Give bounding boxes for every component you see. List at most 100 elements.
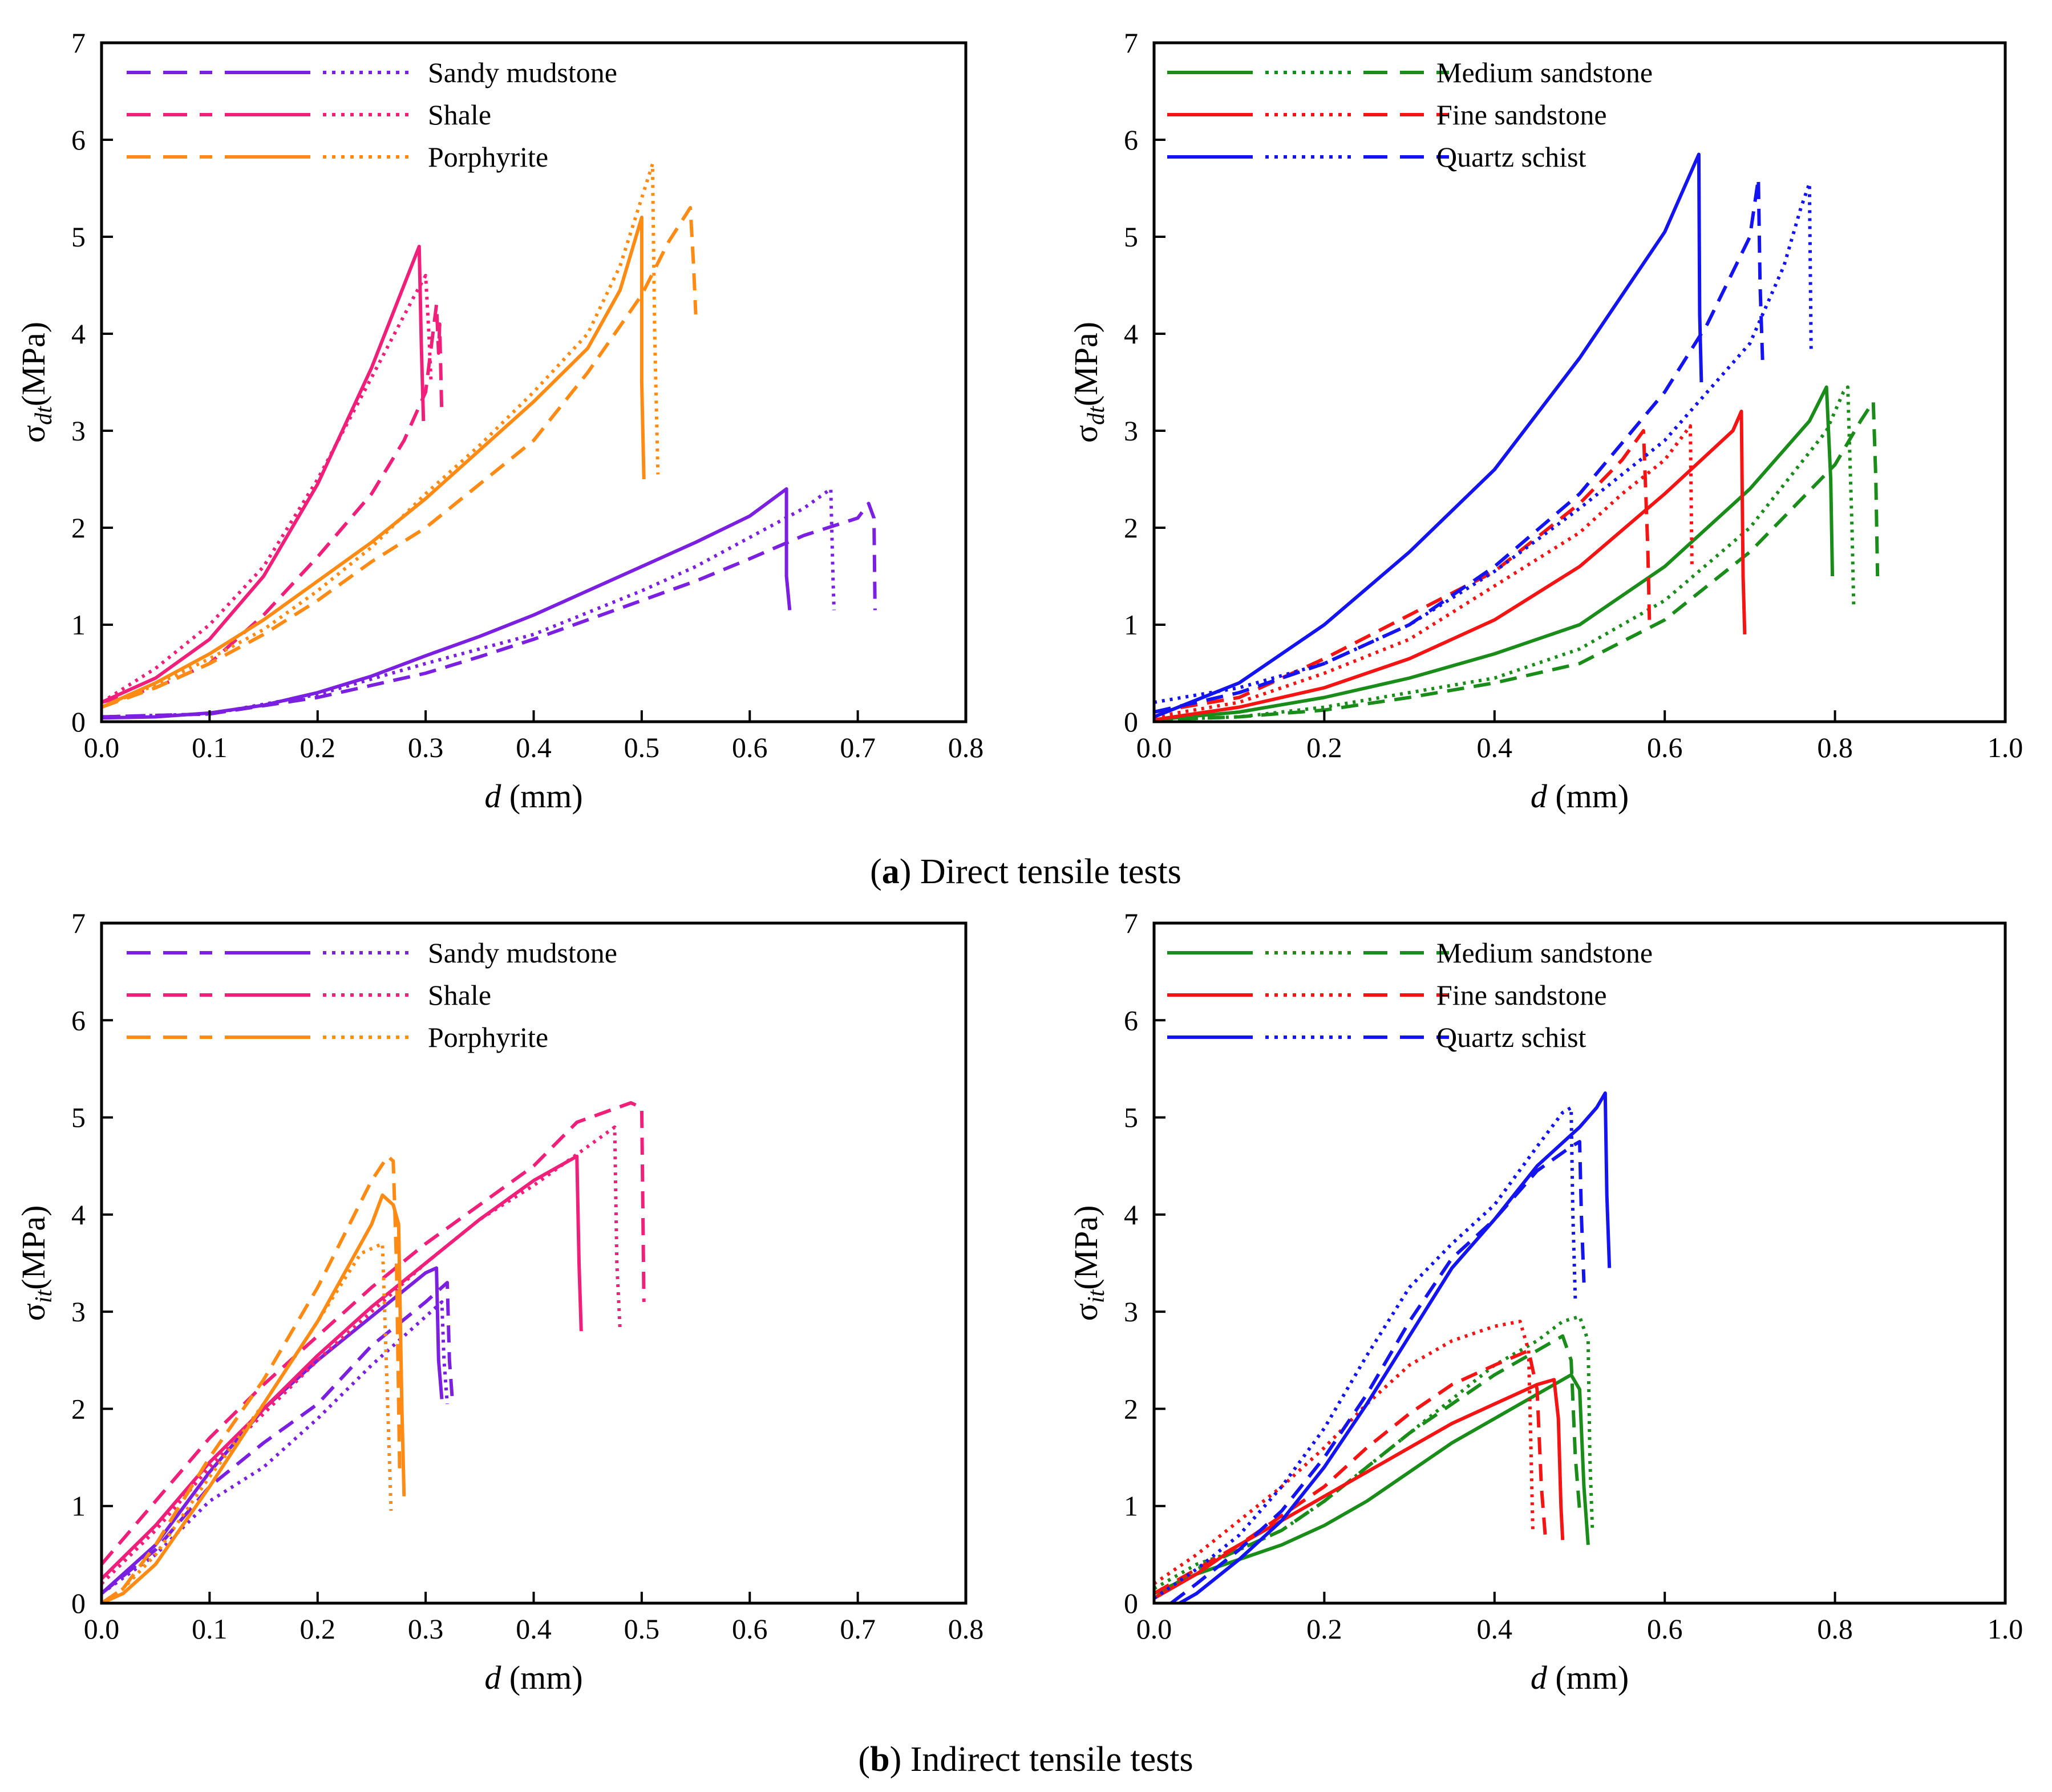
x-tick-label: 0.6 [1647, 1613, 1683, 1645]
x-tick-label: 0.2 [300, 1613, 336, 1645]
legend-label-medium-sandstone: Medium sandstone [1436, 56, 1653, 88]
legend-label-porphyrite: Porphyrite [428, 141, 548, 173]
legend-label-shale: Shale [428, 979, 491, 1011]
x-tick-label: 0.4 [1477, 731, 1513, 763]
y-tick-label: 4 [71, 1199, 86, 1231]
legend-label-fine-sandstone: Fine sandstone [1436, 979, 1607, 1011]
series-quartz-schist-dashed [1154, 177, 1764, 714]
y-tick-label: 2 [1124, 512, 1138, 544]
y-tick-label: 4 [71, 318, 86, 350]
y-axis-title: σit(MPa) [1067, 1206, 1110, 1321]
y-tick-label: 5 [1124, 221, 1138, 253]
y-tick-label: 7 [71, 27, 86, 59]
x-tick-label: 0.6 [1647, 731, 1683, 763]
x-tick-label: 1.0 [1988, 1613, 2023, 1645]
y-tick-label: 7 [1124, 27, 1138, 59]
series-porphyrite-dashed [102, 206, 698, 709]
legend: Medium sandstone Fine sandstone Quartz sch… [1167, 56, 1653, 173]
series-sandy-mudstone-dashed [102, 501, 877, 719]
x-tick-label: 0.0 [84, 731, 120, 763]
x-tick-label: 0.6 [732, 731, 768, 763]
series-quartz-schist-dashed [1169, 1140, 1586, 1603]
series-medium-sandstone-solid [1154, 1373, 1590, 1595]
y-tick-label: 0 [71, 1587, 86, 1619]
series-porphyrite-solid [102, 216, 646, 709]
legend-label-shale: Shale [428, 99, 491, 131]
x-axis-title: d (mm) [1531, 778, 1629, 815]
y-tick-label: 7 [1124, 907, 1138, 939]
legend-label-quartz-schist: Quartz schist [1436, 1021, 1586, 1053]
series-porphyrite-solid [102, 1193, 406, 1603]
series-shale-dotted [102, 1125, 622, 1585]
caption-b: (b) Indirect tensile tests [858, 1740, 1193, 1779]
series-sandy-mudstone-dashed [102, 1281, 455, 1595]
caption-b-text: Indirect tensile tests [901, 1740, 1193, 1779]
y-tick-label: 0 [1124, 1587, 1138, 1619]
legend-label-quartz-schist: Quartz schist [1436, 141, 1586, 173]
plot-frame [1152, 921, 2007, 1605]
legend-label-sandy-mudstone: Sandy mudstone [428, 937, 617, 969]
legend: Sandy mudstone Shale Porphyrite [127, 56, 617, 173]
y-tick-label: 3 [1124, 1296, 1138, 1328]
y-tick-label: 4 [1124, 318, 1138, 350]
x-tick-label: 0.2 [300, 731, 336, 763]
x-tick-label: 0.4 [516, 731, 552, 763]
y-axis-title: σdt(MPa) [15, 322, 57, 443]
series-sandy-mudstone-solid [102, 1266, 444, 1595]
y-tick-label: 5 [71, 1102, 86, 1134]
series-fine-sandstone-solid [1154, 1378, 1565, 1600]
y-tick-label: 6 [1124, 1004, 1138, 1036]
y-axis-title: σdt(MPa) [1067, 322, 1110, 443]
y-tick-label: 2 [71, 512, 86, 544]
y-tick-label: 6 [71, 124, 86, 156]
series-group [102, 1101, 646, 1603]
y-axis-title: σit(MPa) [15, 1206, 57, 1321]
y-tick-label: 1 [1124, 609, 1138, 641]
y-tick-label: 6 [71, 1004, 86, 1036]
legend-label-sandy-mudstone: Sandy mudstone [428, 56, 617, 88]
y-tick-label: 3 [1124, 415, 1138, 447]
series-medium-sandstone-dotted [1154, 385, 1856, 722]
x-tick-label: 0.2 [1306, 731, 1342, 763]
x-tick-label: 0.3 [408, 731, 444, 763]
x-tick-label: 0.7 [840, 731, 876, 763]
y-tick-label: 1 [71, 609, 86, 641]
series-quartz-schist-solid [1179, 1091, 1612, 1603]
x-tick-label: 0.0 [1136, 1613, 1172, 1645]
y-tick-label: 2 [71, 1393, 86, 1425]
y-tick-label: 3 [71, 415, 86, 447]
series-porphyrite-dotted [102, 162, 660, 709]
y-tick-label: 0 [71, 706, 86, 738]
legend-label-porphyrite: Porphyrite [428, 1021, 548, 1053]
x-tick-label: 0.8 [1817, 1613, 1853, 1645]
x-tick-label: 0.5 [624, 731, 660, 763]
y-tick-label: 0 [1124, 706, 1138, 738]
series-quartz-schist-solid [1154, 152, 1703, 719]
caption-a-letter: a [882, 852, 900, 891]
x-tick-label: 0.1 [192, 731, 228, 763]
series-group [1154, 152, 1880, 722]
y-tick-label: 7 [71, 907, 86, 939]
series-shale-dotted [102, 274, 433, 704]
x-tick-label: 0.4 [1477, 1613, 1513, 1645]
legend: Sandy mudstone Shale Porphyrite [127, 937, 617, 1053]
caption-b-letter: b [870, 1740, 889, 1779]
legend-label-medium-sandstone: Medium sandstone [1436, 937, 1653, 969]
caption-a-text: Direct tensile tests [911, 852, 1181, 891]
y-tick-label: 4 [1124, 1199, 1138, 1231]
series-quartz-schist-dotted [1154, 1106, 1577, 1600]
caption-a: (a) Direct tensile tests [870, 852, 1181, 891]
y-tick-label: 1 [71, 1490, 86, 1522]
x-tick-label: 1.0 [1988, 731, 2023, 763]
x-tick-label: 0.0 [84, 1613, 120, 1645]
panel-direct-right: 0.0 0.2 0.4 0.6 0.8 1.0 0 1 2 3 4 5 6 7 d (mm) σdt(MPa)… [1067, 27, 2023, 815]
legend-label-fine-sandstone: Fine sandstone [1436, 99, 1607, 131]
series-medium-sandstone-dashed [1154, 1334, 1581, 1600]
series-fine-sandstone-dotted [1154, 1320, 1535, 1585]
x-tick-label: 0.8 [948, 1613, 984, 1645]
panel-direct-left: 0.0 0.1 0.2 0.3 0.4 0.5 0.6 0.7 0.8 0 1 2 3 4 5 6 7 d (mm… [15, 27, 983, 815]
series-fine-sandstone-dashed [1154, 1349, 1548, 1595]
x-tick-label: 0.8 [1817, 731, 1853, 763]
x-axis-title: d (mm) [484, 1659, 582, 1696]
